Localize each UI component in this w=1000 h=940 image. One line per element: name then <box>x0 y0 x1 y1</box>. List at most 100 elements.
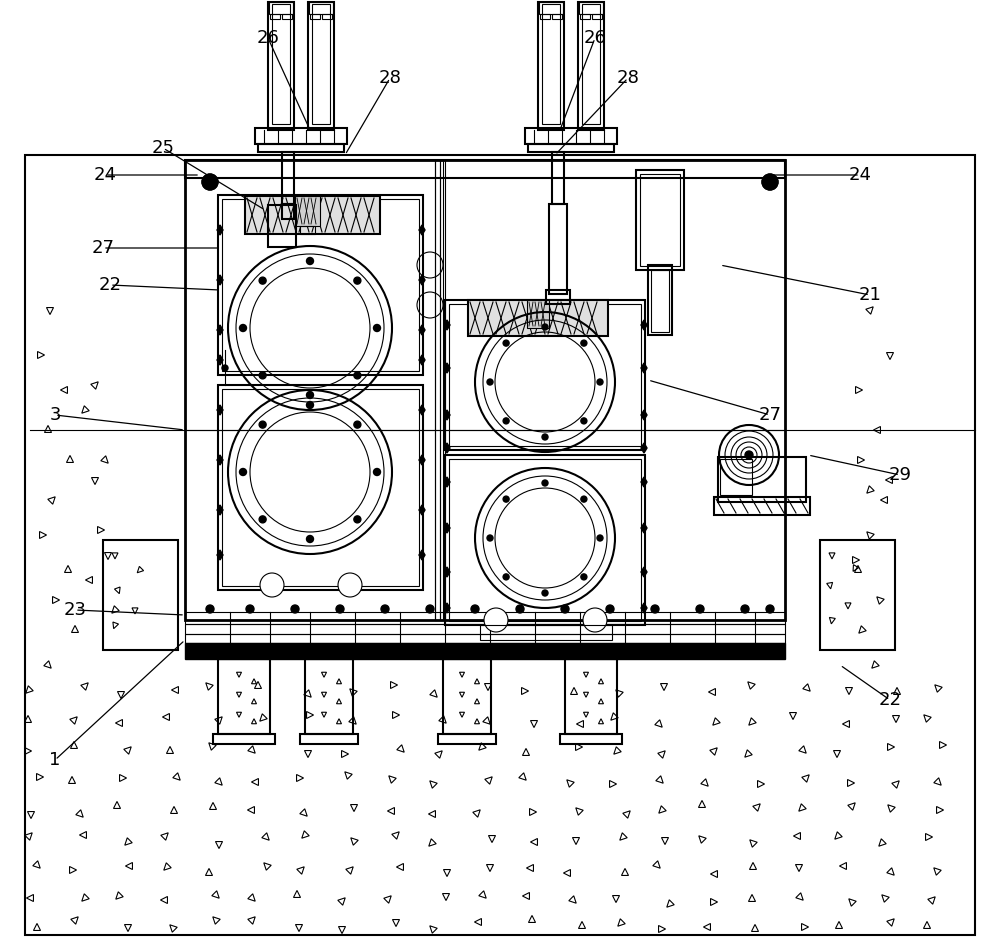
Bar <box>185 634 785 643</box>
Bar <box>449 459 641 621</box>
Circle shape <box>338 573 362 597</box>
Circle shape <box>307 391 314 399</box>
Bar <box>258 144 344 152</box>
Circle shape <box>561 605 569 613</box>
Circle shape <box>606 605 614 613</box>
Circle shape <box>202 174 218 190</box>
Circle shape <box>259 372 266 379</box>
Bar <box>542 4 560 124</box>
Bar <box>282 14 292 19</box>
Polygon shape <box>444 320 450 330</box>
Bar <box>308 2 334 130</box>
Text: 22: 22 <box>99 276 122 294</box>
Text: 23: 23 <box>64 601 87 619</box>
Text: 27: 27 <box>92 239 115 257</box>
Polygon shape <box>641 567 647 577</box>
Polygon shape <box>419 225 425 235</box>
Bar <box>640 174 680 266</box>
Bar <box>582 4 600 124</box>
Circle shape <box>374 468 381 476</box>
Bar <box>720 459 752 495</box>
Text: 26: 26 <box>257 29 279 47</box>
Text: 26: 26 <box>584 29 606 47</box>
Circle shape <box>291 605 299 613</box>
Circle shape <box>503 574 509 580</box>
Polygon shape <box>444 603 450 613</box>
Polygon shape <box>444 567 450 577</box>
Text: 28: 28 <box>379 69 401 87</box>
Circle shape <box>354 277 361 284</box>
Bar <box>552 14 562 19</box>
Circle shape <box>260 573 284 597</box>
Bar <box>270 14 280 19</box>
Bar <box>648 265 672 335</box>
Polygon shape <box>419 405 425 415</box>
Polygon shape <box>641 523 647 533</box>
Bar <box>310 14 320 19</box>
Circle shape <box>259 421 266 428</box>
Bar <box>218 195 423 375</box>
Bar <box>255 128 347 144</box>
Circle shape <box>581 418 587 424</box>
Bar <box>282 152 294 204</box>
Circle shape <box>381 605 389 613</box>
Circle shape <box>542 434 548 440</box>
Bar <box>552 152 564 204</box>
Bar <box>440 160 445 620</box>
Polygon shape <box>217 550 223 560</box>
Circle shape <box>206 605 214 613</box>
Bar <box>438 734 496 744</box>
Polygon shape <box>641 443 647 453</box>
Bar <box>300 226 315 234</box>
Bar <box>718 457 806 502</box>
Bar <box>580 14 590 19</box>
Polygon shape <box>444 363 450 373</box>
Text: 3: 3 <box>49 406 61 424</box>
Circle shape <box>222 365 228 371</box>
Text: 21: 21 <box>859 286 881 304</box>
Circle shape <box>597 379 603 385</box>
Circle shape <box>240 468 247 476</box>
Polygon shape <box>419 455 425 465</box>
Circle shape <box>426 605 434 613</box>
Bar <box>268 2 294 130</box>
Bar <box>579 2 603 14</box>
Polygon shape <box>419 275 425 285</box>
Circle shape <box>240 324 247 332</box>
Circle shape <box>374 324 381 332</box>
Bar <box>528 144 614 152</box>
Bar <box>282 204 294 219</box>
Bar <box>445 300 645 450</box>
Polygon shape <box>444 523 450 533</box>
Circle shape <box>487 535 493 541</box>
Bar <box>185 612 785 624</box>
Bar <box>222 389 419 586</box>
Polygon shape <box>641 603 647 613</box>
Bar <box>300 734 358 744</box>
Circle shape <box>259 516 266 523</box>
Bar <box>540 14 550 19</box>
Circle shape <box>487 379 493 385</box>
Bar <box>636 170 684 270</box>
Circle shape <box>745 451 753 459</box>
Polygon shape <box>419 550 425 560</box>
Polygon shape <box>444 410 450 420</box>
Circle shape <box>354 421 361 428</box>
Polygon shape <box>419 325 425 335</box>
Circle shape <box>696 605 704 613</box>
Circle shape <box>259 277 266 284</box>
Circle shape <box>503 418 509 424</box>
Bar <box>268 205 296 247</box>
Bar <box>651 270 669 332</box>
Text: 29: 29 <box>889 466 912 484</box>
Circle shape <box>246 605 254 613</box>
Bar <box>538 2 564 130</box>
Bar <box>295 196 320 226</box>
Text: 24: 24 <box>848 166 872 184</box>
Bar <box>305 659 353 734</box>
Bar <box>468 300 608 336</box>
Polygon shape <box>217 405 223 415</box>
Circle shape <box>766 605 774 613</box>
Text: 28: 28 <box>617 69 639 87</box>
Polygon shape <box>641 477 647 487</box>
